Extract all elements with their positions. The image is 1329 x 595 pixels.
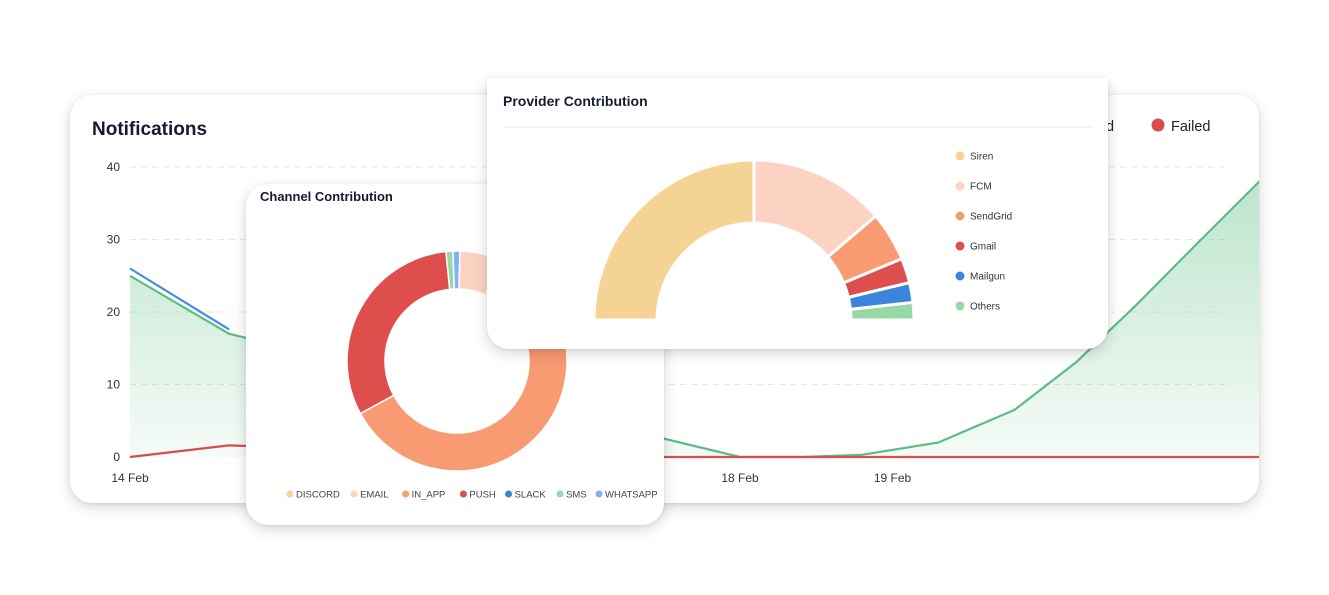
y-tick-label: 20 bbox=[107, 305, 121, 319]
provider-gauge-chart: Provider Contribution Siren FCM SendGrid Gm… bbox=[503, 93, 1093, 322]
channel-legend-label: SMS bbox=[566, 490, 587, 501]
provider-contribution-card: Provider Contribution Siren FCM SendGrid Gm… bbox=[487, 78, 1108, 349]
channel-slice-push[interactable] bbox=[346, 250, 451, 415]
legend-label: d bbox=[1106, 119, 1114, 135]
provider-legend-label: Siren bbox=[970, 152, 993, 163]
provider-legend-marker bbox=[955, 211, 965, 221]
channel-title: Channel Contribution bbox=[260, 189, 393, 204]
channel-legend-label: DISCORD bbox=[296, 490, 340, 501]
y-tick-label: 0 bbox=[113, 450, 120, 464]
channel-legend-marker bbox=[595, 490, 603, 498]
x-tick-label: 18 Feb bbox=[721, 471, 759, 485]
channel-slice-whatsapp[interactable] bbox=[452, 250, 461, 290]
series-line-blue bbox=[129, 267, 230, 331]
provider-legend-label: Mailgun bbox=[970, 272, 1005, 283]
legend-label: Failed bbox=[1171, 119, 1211, 135]
x-tick-label: 14 Feb bbox=[111, 471, 149, 485]
provider-title: Provider Contribution bbox=[503, 93, 648, 109]
channel-legend-marker bbox=[459, 490, 467, 498]
channel-legend-label: PUSH bbox=[469, 490, 496, 501]
provider-legend-marker bbox=[955, 271, 965, 281]
provider-legend-marker bbox=[955, 241, 965, 251]
x-tick-label: 19 Feb bbox=[874, 471, 912, 485]
channel-legend-label: IN_APP bbox=[412, 490, 446, 501]
provider-legend-label: Gmail bbox=[970, 242, 996, 253]
channel-legend-marker bbox=[402, 490, 410, 498]
provider-legend-marker bbox=[955, 301, 965, 311]
legend-marker bbox=[1151, 118, 1165, 132]
y-tick-label: 30 bbox=[107, 233, 121, 247]
provider-slice-siren[interactable] bbox=[592, 158, 756, 322]
y-tick-label: 40 bbox=[107, 160, 121, 174]
channel-legend-marker bbox=[286, 490, 294, 498]
provider-legend-label: SendGrid bbox=[970, 212, 1012, 223]
channel-legend-label: EMAIL bbox=[360, 490, 389, 501]
channel-legend-label: WHATSAPP bbox=[605, 490, 658, 501]
channel-legend-marker bbox=[556, 490, 564, 498]
channel-legend-marker bbox=[505, 490, 513, 498]
notifications-title: Notifications bbox=[92, 119, 207, 140]
provider-legend-marker bbox=[955, 151, 965, 161]
provider-legend-marker bbox=[955, 181, 965, 191]
provider-legend-label: Others bbox=[970, 302, 1000, 313]
provider-slice-others[interactable] bbox=[848, 300, 916, 322]
channel-legend-marker bbox=[350, 490, 358, 498]
channel-donut-chart: Channel Contribution DISCORD EMAIL IN_APP P… bbox=[260, 189, 658, 501]
y-tick-label: 10 bbox=[107, 378, 121, 392]
channel-legend-label: SLACK bbox=[515, 490, 547, 501]
provider-legend-label: FCM bbox=[970, 182, 992, 193]
